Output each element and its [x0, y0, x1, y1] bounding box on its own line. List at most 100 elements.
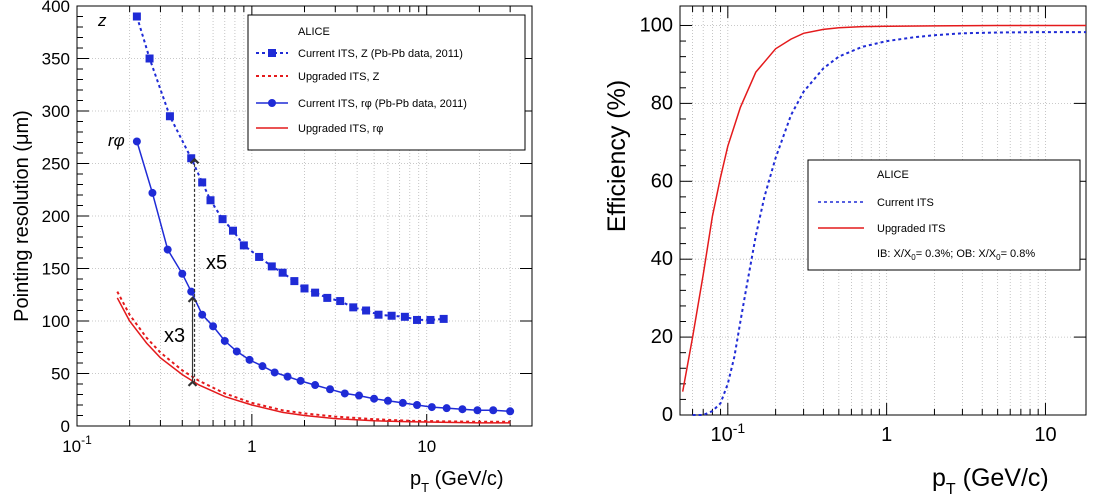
left-series-point-2: [340, 389, 349, 398]
left-y-tick-label: 400: [42, 0, 70, 16]
right-legend-label-upgraded: Upgraded ITS: [877, 223, 945, 235]
rphi-label: rφ: [108, 131, 125, 150]
left-legend-marker-current-z: [268, 49, 276, 57]
left-series-point-2: [178, 269, 187, 278]
left-series-point-0: [413, 315, 422, 324]
left-series-point-0: [290, 277, 299, 286]
left-series-point-2: [427, 403, 436, 412]
left-x-axis-label-main: p: [410, 468, 421, 490]
left-series-point-0: [400, 312, 409, 321]
left-series-point-2: [245, 355, 254, 364]
left-series-point-2: [398, 398, 407, 407]
left-legend-box: [247, 14, 526, 151]
left-y-tick-label: 50: [51, 365, 70, 384]
left-y-tick-label: 0: [61, 417, 70, 436]
left-series-point-0: [278, 268, 287, 277]
left-y-tick-label: 300: [42, 102, 70, 121]
left-series-point-0: [362, 306, 371, 315]
left-y-tick-label: 150: [42, 260, 70, 279]
z-label: z: [97, 11, 107, 30]
factor-x5-label: x5: [206, 252, 227, 274]
left-series-point-0: [374, 310, 383, 319]
left-series-point-0: [267, 262, 276, 271]
left-series-point-0: [323, 293, 332, 302]
left-x-axis-label-units: (GeV/c): [429, 468, 503, 490]
left-series-point-2: [326, 385, 335, 394]
left-x-tick-base: 1: [247, 437, 256, 456]
right-x-tick-label: 10-1: [710, 420, 745, 446]
left-series-point-0: [198, 178, 207, 187]
right-x-tick-base: 10: [1034, 424, 1056, 446]
right-x-axis-label-sub: T: [946, 481, 956, 498]
right-x-axis-label: pT (GeV/c): [932, 464, 1049, 498]
left-legend-label-upgraded-z: Upgraded ITS, Z: [298, 71, 380, 83]
left-series-point-0: [239, 241, 248, 250]
left-series-point-2: [355, 391, 364, 400]
right-y-tick-label: 20: [651, 326, 673, 348]
left-x-axis-label-sub: T: [421, 480, 429, 495]
right-legend-note-part3: = 0.8%: [1001, 248, 1036, 260]
left-series-point-0: [311, 288, 320, 297]
left-series-point-2: [458, 405, 467, 414]
left-legend: ALICE Current ITS, Z (Pb-Pb data, 2011) …: [247, 14, 526, 151]
right-x-tick-label: 10: [1034, 424, 1056, 446]
left-x-tick-label: 10: [417, 437, 436, 456]
left-series-point-2: [209, 322, 218, 331]
right-legend-title: ALICE: [877, 169, 909, 181]
left-series-point-2: [283, 372, 292, 381]
left-series-point-0: [426, 315, 435, 324]
left-y-tick-label: 200: [42, 207, 70, 226]
left-series-point-0: [439, 314, 448, 323]
left-series-point-0: [300, 284, 309, 293]
left-series-point-2: [148, 188, 157, 197]
left-series-point-2: [187, 287, 196, 296]
right-legend-note-part1: IB: X/X: [877, 248, 912, 260]
right-x-axis-label-units: (GeV/c): [956, 464, 1049, 492]
left-series-point-0: [206, 196, 215, 205]
left-x-tick-base: 10: [417, 437, 436, 456]
left-series-line-1: [116, 291, 511, 423]
left-y-tick-label: 100: [42, 312, 70, 331]
left-series-point-2: [489, 406, 498, 415]
left-series-point-2: [296, 376, 305, 385]
left-x-tick-exp: -1: [81, 433, 92, 447]
left-y-tick-label: 250: [42, 155, 70, 174]
left-series-point-2: [270, 368, 279, 377]
left-legend-label-current-rphi: Current ITS, rφ (Pb-Pb data, 2011): [298, 98, 467, 110]
left-chart: 0 50 100 150 200 250 300 350 400 10-1 1 10 z rφ x5 …: [11, 0, 533, 495]
left-y-tick-label: 350: [42, 50, 70, 69]
left-legend-marker-current-rphi: [268, 99, 276, 107]
left-x-tick-label: 10-1: [62, 433, 92, 456]
left-series-point-2: [258, 362, 267, 371]
left-series-point-2: [383, 396, 392, 405]
right-x-tick-base: 1: [881, 424, 892, 446]
right-x-tick-label: 1: [881, 424, 892, 446]
left-frame: [76, 5, 533, 427]
left-series-point-0: [336, 297, 345, 306]
right-legend-box: [807, 159, 1081, 271]
left-series-point-2: [163, 245, 172, 254]
right-y-tick-label: 40: [651, 248, 673, 270]
left-series-point-2: [311, 381, 320, 390]
right-legend: ALICE Current ITS Upgraded ITS IB: X/X0=…: [807, 159, 1081, 271]
left-series-point-2: [442, 404, 451, 413]
left-series-point-0: [228, 226, 237, 235]
right-series-line-1: [681, 24, 1086, 392]
left-series-point-2: [473, 406, 482, 415]
left-series-point-0: [165, 112, 174, 121]
right-y-tick-label: 100: [640, 14, 673, 36]
right-y-axis-label: Efficiency (%): [603, 80, 631, 232]
left-series-point-0: [387, 311, 396, 320]
right-legend-note: IB: X/X0= 0.3%; OB: X/X0= 0.8%: [877, 248, 1035, 262]
left-series-point-0: [255, 252, 264, 261]
factor-x3-label: x3: [164, 325, 185, 347]
left-annotations: z rφ x5 x3: [97, 11, 227, 387]
left-legend-label-current-z: Current ITS, Z (Pb-Pb data, 2011): [298, 48, 463, 60]
right-y-tick-label: 0: [662, 404, 673, 426]
left-legend-label-upgraded-rphi: Upgraded ITS, rφ: [298, 123, 383, 135]
left-series-point-2: [232, 347, 241, 356]
left-legend-title: ALICE: [298, 26, 330, 38]
right-y-tick-label: 60: [651, 170, 673, 192]
right-x-tick-exp: -1: [733, 420, 746, 436]
